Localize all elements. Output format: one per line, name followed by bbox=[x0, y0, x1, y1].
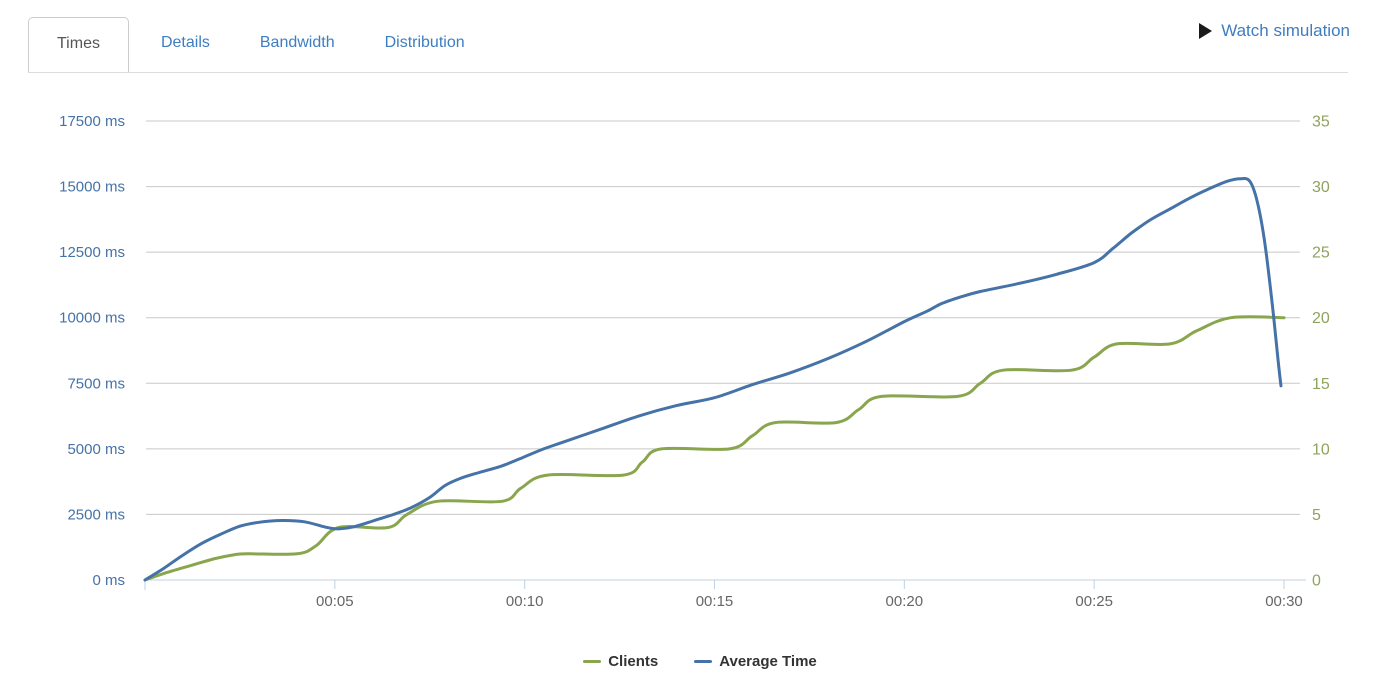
y-axis-left-label: 5000 ms bbox=[67, 441, 125, 458]
y-axis-right-label: 25 bbox=[1312, 245, 1330, 262]
legend-item-average-time[interactable]: Average Time bbox=[694, 653, 817, 670]
y-axis-left-label: 10000 ms bbox=[59, 310, 125, 327]
legend-marker bbox=[694, 660, 713, 663]
tab-times[interactable]: Times bbox=[28, 17, 129, 72]
legend-label: Clients bbox=[608, 653, 659, 670]
watch-simulation-label: Watch simulation bbox=[1221, 21, 1350, 40]
y-axis-left-label: 15000 ms bbox=[59, 179, 125, 196]
y-axis-right-label: 20 bbox=[1312, 310, 1330, 327]
y-axis-left-label: 12500 ms bbox=[59, 244, 125, 261]
y-axis-right-label: 35 bbox=[1312, 114, 1330, 131]
clients-line bbox=[143, 315, 1286, 582]
play-icon bbox=[1199, 23, 1213, 39]
y-axis-right-label: 0 bbox=[1312, 573, 1321, 590]
y-axis-left-label: 17500 ms bbox=[59, 113, 125, 130]
y-axis-right-label: 5 bbox=[1312, 507, 1321, 524]
y-axis-left-label: 0 ms bbox=[92, 572, 125, 589]
tab-distribution[interactable]: Distribution bbox=[384, 34, 465, 51]
x-axis-label: 00:30 bbox=[1265, 593, 1303, 610]
average-time-line bbox=[143, 176, 1283, 582]
y-axis-left-label: 7500 ms bbox=[67, 375, 125, 392]
x-axis-label: 00:10 bbox=[506, 593, 544, 610]
tab-bar-divider bbox=[28, 72, 1348, 73]
tab-bandwidth[interactable]: Bandwidth bbox=[259, 34, 335, 51]
x-axis-label: 00:05 bbox=[316, 593, 354, 610]
legend-marker bbox=[583, 660, 602, 663]
y-axis-left-label: 2500 ms bbox=[67, 506, 125, 523]
x-axis-label: 00:20 bbox=[886, 593, 924, 610]
tab-details[interactable]: Details bbox=[160, 34, 210, 51]
legend-label: Average Time bbox=[719, 653, 817, 670]
y-axis-right-label: 10 bbox=[1312, 441, 1330, 458]
legend-item-clients[interactable]: Clients bbox=[583, 653, 658, 670]
watch-simulation-link[interactable]: Watch simulation bbox=[1199, 21, 1350, 41]
x-axis-label: 00:25 bbox=[1075, 593, 1113, 610]
chart-legend: Clients Average Time bbox=[0, 653, 1400, 670]
y-axis-right-label: 30 bbox=[1312, 179, 1330, 196]
y-axis-right-label: 15 bbox=[1312, 376, 1330, 393]
tab-bar: Times Details Bandwidth Distribution bbox=[28, 17, 465, 72]
x-axis-label: 00:15 bbox=[696, 593, 734, 610]
